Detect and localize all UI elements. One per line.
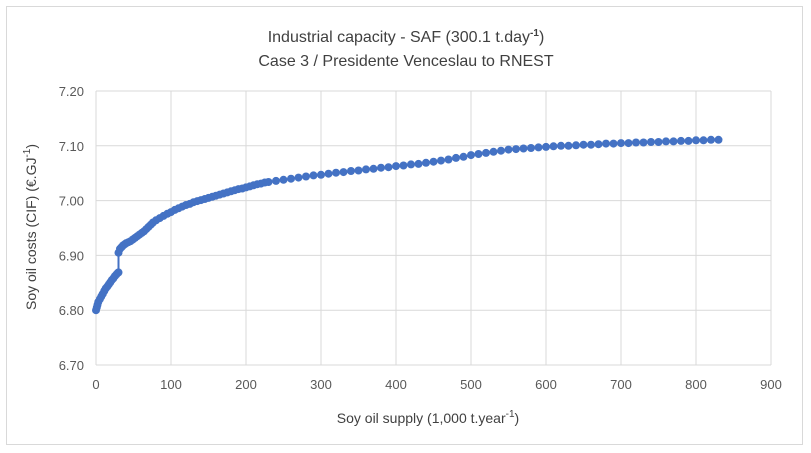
- x-tick-label: 900: [760, 377, 782, 392]
- x-tick-label: 0: [92, 377, 99, 392]
- data-point: [504, 145, 513, 154]
- y-tick-label: 6.90: [59, 248, 84, 263]
- data-point: [677, 136, 685, 145]
- data-point: [497, 146, 505, 155]
- x-tick-labels: 0 100 200 300 400 500 600 700 800 900: [92, 377, 781, 392]
- data-point: [339, 168, 348, 177]
- data-point: [429, 157, 438, 166]
- data-point: [692, 136, 700, 145]
- data-point: [482, 148, 490, 157]
- chart-title-line2: Case 3 / Presidente Venceslau to RNEST: [258, 53, 553, 70]
- data-point: [564, 141, 573, 150]
- data-point: [302, 172, 310, 181]
- data-point: [347, 167, 355, 175]
- x-tick-label: 200: [235, 377, 257, 392]
- data-series: [92, 135, 723, 315]
- chart-area: [6, 6, 803, 445]
- data-point: [407, 160, 415, 169]
- data-point: [272, 176, 280, 185]
- data-point: [474, 150, 483, 158]
- x-axis-title: Soy oil supply (1,000 t.year-1): [337, 409, 519, 426]
- data-point: [609, 139, 618, 148]
- data-point: [639, 138, 648, 147]
- y-axis-title: Soy oil costs (CIF) (€.GJ-1): [22, 144, 39, 310]
- data-point: [294, 173, 303, 182]
- data-point: [684, 136, 693, 145]
- data-point: [699, 136, 708, 145]
- data-point: [542, 142, 550, 151]
- data-point: [459, 152, 468, 161]
- x-tick-label: 500: [460, 377, 482, 392]
- chart-title-line1: Industrial capacity - SAF (300.1 t.day-1…: [268, 28, 545, 46]
- data-point: [444, 155, 453, 164]
- data-point: [669, 137, 678, 146]
- data-point: [384, 163, 393, 172]
- y-tick-label: 7.10: [59, 139, 84, 154]
- data-point: [587, 140, 595, 149]
- data-point: [489, 147, 498, 156]
- gridlines: [95, 90, 772, 366]
- data-point: [369, 164, 378, 173]
- data-point: [557, 141, 565, 150]
- data-point: [452, 153, 460, 162]
- x-tick-label: 700: [610, 377, 632, 392]
- data-point: [549, 142, 558, 151]
- data-point: [437, 156, 445, 165]
- y-tick-label: 6.70: [59, 358, 84, 373]
- data-point: [527, 144, 535, 152]
- data-point: [602, 139, 610, 148]
- x-tick-label: 400: [385, 377, 407, 392]
- data-point: [519, 144, 528, 153]
- data-point: [624, 139, 633, 148]
- data-point: [354, 166, 363, 175]
- x-tick-label: 300: [310, 377, 332, 392]
- data-point: [392, 162, 400, 171]
- data-point: [467, 151, 475, 160]
- data-point: [654, 138, 663, 146]
- data-point: [714, 135, 723, 144]
- data-point: [362, 165, 370, 174]
- x-tick-label: 600: [535, 377, 557, 392]
- data-point: [594, 140, 603, 149]
- data-point: [114, 268, 123, 277]
- x-tick-label: 100: [160, 377, 182, 392]
- data-point: [287, 174, 295, 183]
- data-point: [707, 135, 715, 144]
- data-point: [309, 171, 318, 180]
- x-tick-label: 800: [685, 377, 707, 392]
- data-point: [617, 139, 625, 148]
- data-point: [377, 163, 385, 172]
- data-point: [572, 141, 580, 150]
- y-tick-label: 6.80: [59, 303, 84, 318]
- data-point: [579, 140, 588, 149]
- y-tick-label: 7.20: [59, 84, 84, 99]
- data-point: [662, 137, 670, 146]
- data-point: [332, 168, 340, 177]
- data-point: [324, 169, 333, 178]
- y-tick-label: 7.00: [59, 194, 84, 209]
- data-point: [279, 175, 288, 184]
- data-point: [414, 159, 423, 168]
- data-point: [512, 145, 520, 154]
- data-point: [534, 143, 543, 152]
- data-point: [399, 161, 408, 170]
- y-tick-labels: 6.70 6.80 6.90 7.00 7.10 7.20: [59, 84, 84, 373]
- data-point: [647, 138, 655, 146]
- data-point: [422, 158, 430, 167]
- data-point: [264, 178, 273, 186]
- data-point: [317, 170, 325, 179]
- data-point: [632, 138, 640, 147]
